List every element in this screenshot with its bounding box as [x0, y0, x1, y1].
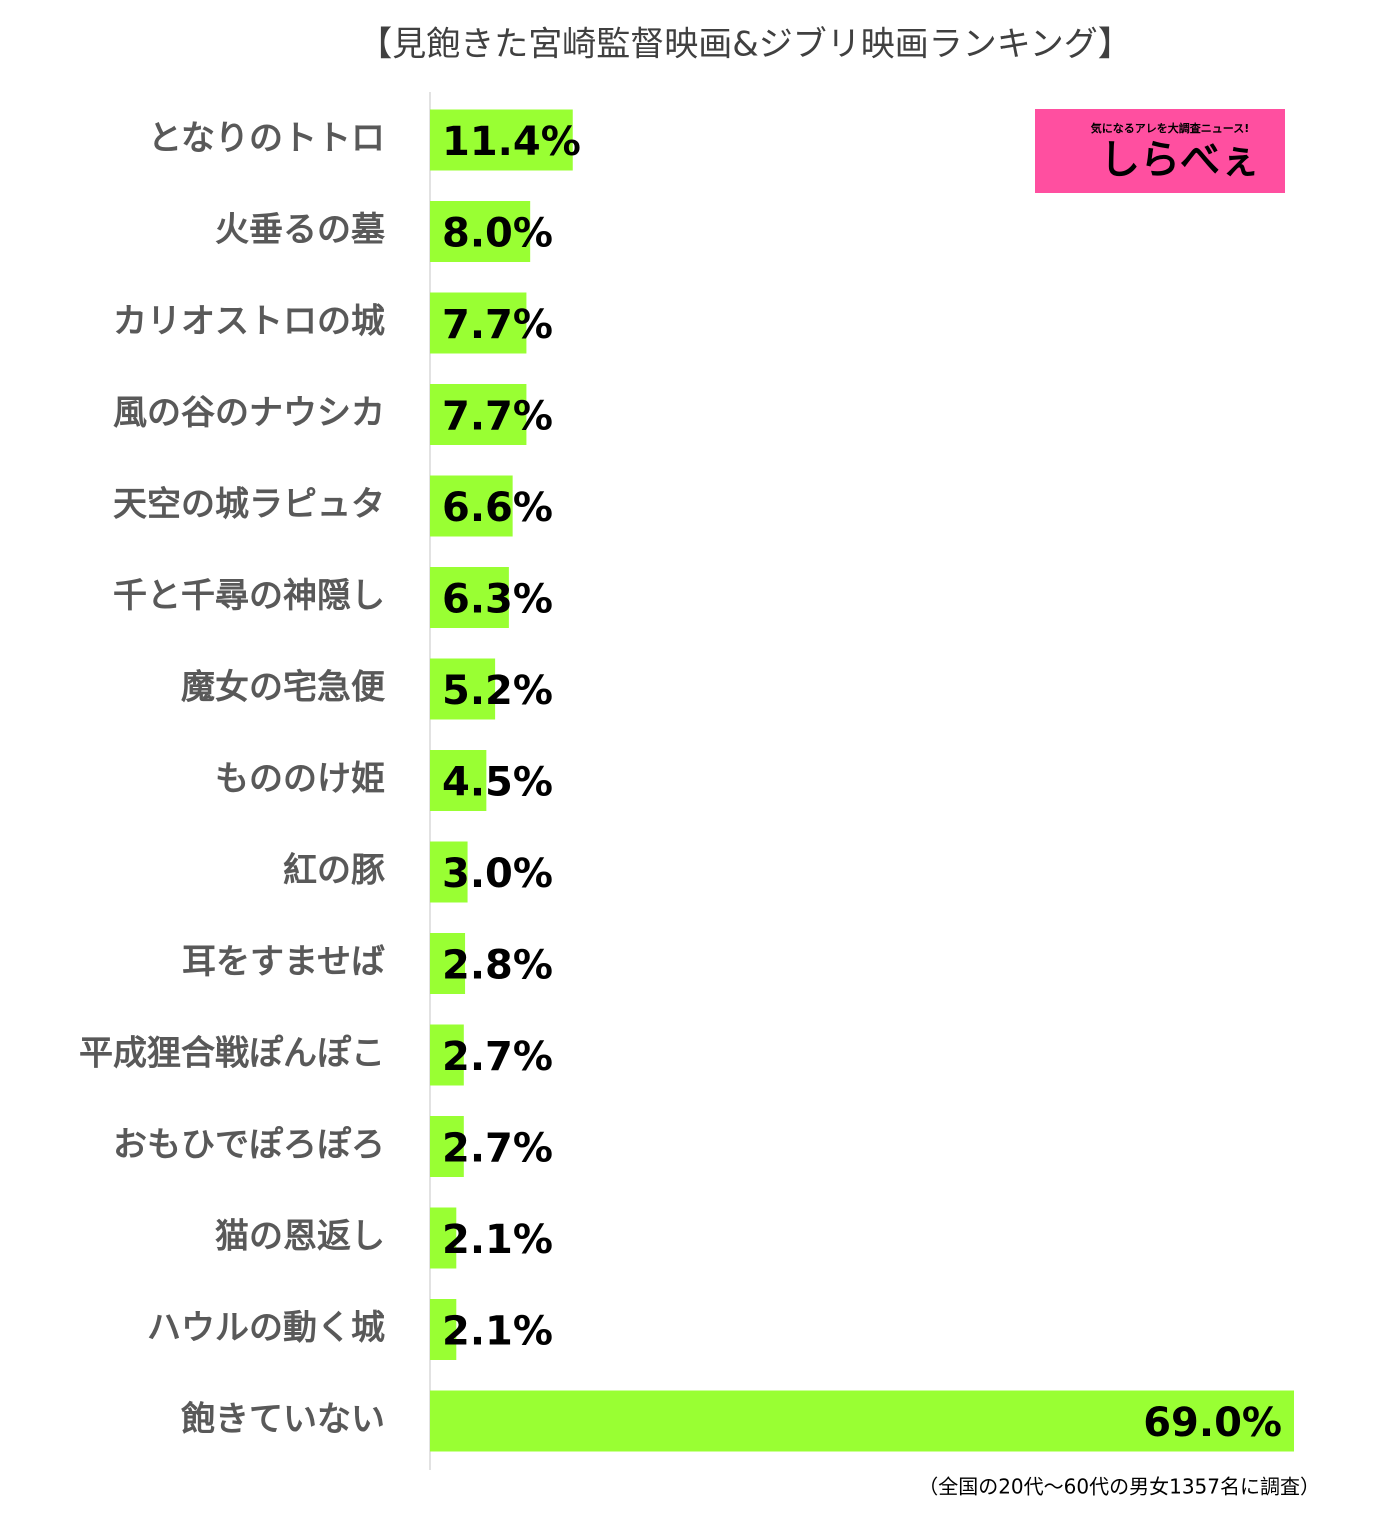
value-label: 7.7% — [442, 394, 553, 440]
category-label: カリオストロの城 — [113, 302, 385, 342]
bar — [430, 1207, 457, 1269]
bar — [430, 201, 531, 262]
value-label: 4.5% — [442, 760, 553, 806]
bar — [430, 1299, 457, 1360]
category-label: となりのトトロ — [148, 119, 385, 159]
category-label: 飽きていない — [181, 1400, 385, 1440]
category-label: 紅の豚 — [283, 851, 385, 891]
bar — [430, 933, 466, 994]
value-label: 6.6% — [442, 485, 553, 531]
value-label: 5.2% — [442, 668, 553, 714]
value-label: 2.8% — [442, 943, 553, 989]
value-label: 2.7% — [442, 1126, 553, 1172]
value-label: 2.1% — [442, 1217, 553, 1263]
bar — [430, 1116, 464, 1177]
category-label: 火垂るの墓 — [215, 210, 386, 250]
category-label: 魔女の宅急便 — [181, 668, 386, 708]
category-label: 風の谷のナウシカ — [113, 393, 385, 433]
category-label: 平成狸合戦ぽんぽこ — [79, 1034, 385, 1074]
value-label: 8.0% — [442, 211, 553, 257]
bar — [430, 384, 527, 445]
logo-tagline: 気になるアレを大調査ニュース! — [1091, 121, 1249, 135]
bar — [430, 475, 513, 537]
category-label: ハウルの動く城 — [147, 1308, 385, 1348]
logo — [1035, 109, 1285, 193]
bar — [430, 1024, 464, 1086]
value-label: 6.3% — [442, 577, 553, 623]
bar — [430, 1390, 1294, 1452]
category-label: 耳をすませば — [182, 942, 385, 982]
value-label: 69.0% — [1143, 1400, 1282, 1446]
bar — [430, 567, 509, 628]
chart-title: 【見飽きた宮崎監督映画&ジブリ映画ランキング】 — [358, 25, 1132, 65]
value-label: 7.7% — [442, 302, 553, 348]
logo-text: しらべぇ — [1100, 137, 1260, 183]
category-label: 千と千尋の神隠し — [113, 576, 385, 616]
bar — [430, 109, 573, 171]
category-label: 猫の恩返し — [215, 1217, 385, 1257]
value-label: 2.7% — [442, 1034, 553, 1080]
value-label: 11.4% — [442, 119, 581, 165]
value-label: 3.0% — [442, 851, 553, 897]
bar — [430, 841, 468, 903]
category-label: もののけ姫 — [215, 759, 385, 799]
bar — [430, 750, 487, 811]
value-label: 2.1% — [442, 1309, 553, 1355]
bar — [430, 658, 496, 720]
category-label: 天空の城ラピュタ — [113, 485, 385, 525]
category-label: おもひでぽろぽろ — [113, 1125, 385, 1165]
bar — [430, 292, 527, 354]
source-note: （全国の20代～60代の男女1357名に調査） — [918, 1475, 1320, 1499]
